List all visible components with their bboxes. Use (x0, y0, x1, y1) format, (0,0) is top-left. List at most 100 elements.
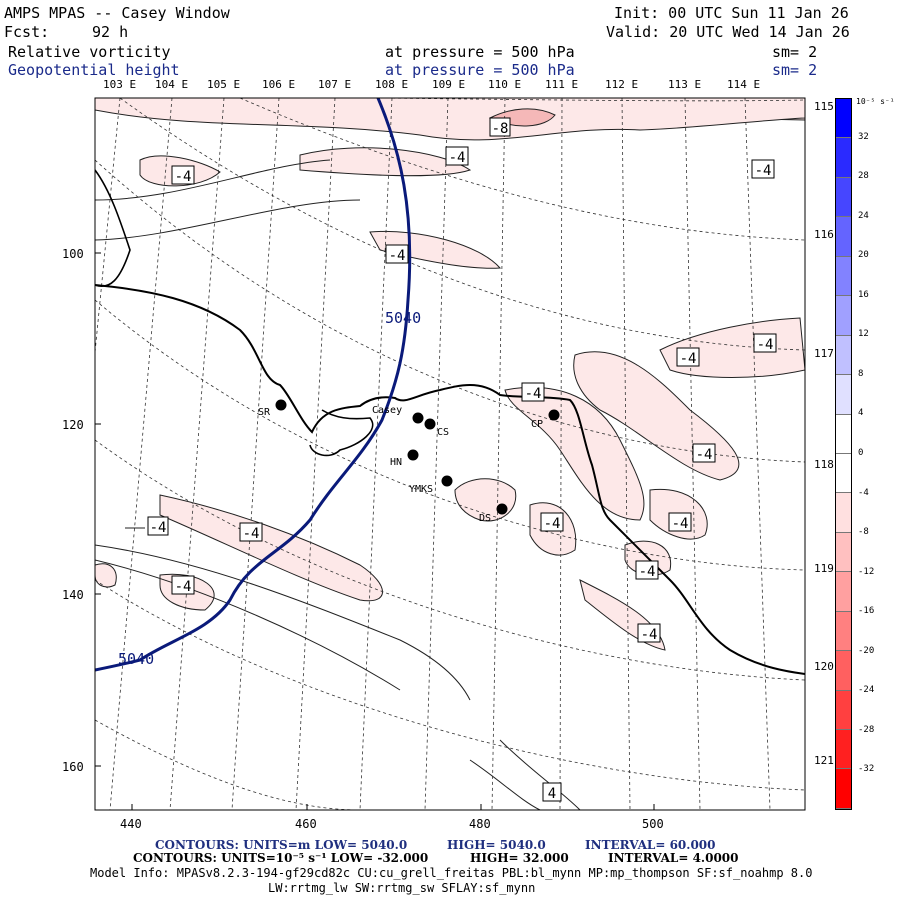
model-info: Model Info: MPASv8.2.3-194-gf29cd82c CU:… (90, 866, 813, 880)
lon-label: 113 E (668, 78, 702, 91)
x-tick-label: 440 (120, 817, 142, 831)
field1-level: at pressure = 500 hPa (385, 43, 575, 61)
colorbar-tick-label: 4 (858, 408, 864, 419)
vorticity-label: -4 (755, 163, 772, 179)
station-marker-hn (407, 449, 419, 461)
height-contour-high: HIGH= 5040.0 (447, 838, 546, 852)
lon-label: 111 E (545, 78, 579, 91)
vorticity-shading (95, 98, 805, 651)
colorbar-tick-label: -12 (858, 566, 875, 577)
colorbar-tick-label: 16 (858, 289, 869, 300)
vorticity-label: 4 (548, 786, 556, 802)
colorbar-swatch (836, 690, 851, 730)
vorticity-label: -4 (150, 520, 167, 536)
lon-label: 112 E (605, 78, 639, 91)
station-marker-ds (496, 503, 508, 515)
x-tick-label: 480 (469, 817, 491, 831)
colorbar-swatch (836, 296, 851, 336)
colorbar-swatch (836, 99, 851, 139)
vorticity-contour-interval: INTERVAL= 4.0000 (608, 851, 739, 865)
vorticity-contours (95, 159, 581, 810)
colorbar-tick-label: -4 (858, 487, 869, 498)
y-tick-label: 140 (62, 588, 84, 602)
colorbar-tick-label: 12 (858, 329, 869, 340)
vorticity-label: -4 (175, 579, 192, 595)
y-tick-label: 120 (62, 418, 84, 432)
colorbar-tick-label: -16 (858, 606, 875, 617)
station-marker-cs (424, 418, 436, 430)
vorticity-label: -8 (492, 121, 509, 137)
lon-label: 103 E (103, 78, 137, 91)
colorbar-tick-label: -28 (858, 724, 875, 735)
plot-title: AMPS MPAS -- Casey Window (4, 4, 230, 22)
station-marker-casey (412, 412, 424, 424)
colorbar-swatch (836, 611, 851, 652)
vorticity-label: -4 (525, 386, 542, 402)
station-label-cp: CP (531, 419, 543, 430)
colorbar-swatch (836, 532, 851, 573)
field2-level: at pressure = 500 hPa (385, 61, 575, 79)
height-contour-label: 5040 (385, 309, 421, 327)
colorbar-swatch (836, 769, 851, 809)
height-contour-interval: INTERVAL= 60.000 (585, 838, 716, 852)
colorbar-tick-label: -24 (858, 685, 875, 696)
station-label-ymks: YMKS (409, 484, 433, 495)
height-contour-info: CONTOURS: UNITS=m LOW= 5040.0 (155, 838, 408, 852)
colorbar-tick-label: -20 (858, 645, 875, 656)
colorbar-tick-label: -32 (858, 764, 875, 775)
vorticity-label: -4 (544, 516, 561, 532)
station-label-hn: HN (390, 457, 402, 468)
colorbar-swatch (836, 256, 851, 297)
vorticity-label: -4 (757, 337, 774, 353)
vorticity-label: -4 (449, 150, 466, 166)
lon-label: 109 E (432, 78, 466, 91)
vorticity-label: -4 (639, 564, 656, 580)
y-tick-label: 160 (62, 760, 84, 774)
colorbar-tick-label: 8 (858, 368, 864, 379)
vorticity-label: -4 (175, 169, 192, 185)
colorbar-swatch (836, 217, 851, 257)
field1-name: Relative vorticity (8, 43, 171, 61)
colorbar-tick-label: -8 (858, 527, 869, 538)
x-tick-label: 500 (642, 817, 664, 831)
colorbar-swatch (836, 335, 851, 376)
lon-label: 105 E (207, 78, 241, 91)
station-label-casey: Casey (372, 405, 402, 416)
vorticity-label: -4 (243, 526, 260, 542)
colorbar-swatch (836, 493, 851, 533)
colorbar-swatch (836, 138, 851, 178)
station-marker-cp (548, 409, 560, 421)
ice-edge (95, 169, 374, 457)
colorbar-swatch (836, 177, 851, 218)
height-contour-label: 5040 (118, 650, 154, 668)
model-info-physics: LW:rrtmg_lw SW:rrtmg_sw SFLAY:sf_mynn (268, 881, 536, 895)
lon-label: 110 E (488, 78, 522, 91)
station-label-sr: SR (258, 407, 271, 418)
vorticity-label: -4 (641, 627, 658, 643)
valid-time: Valid: 20 UTC Wed 14 Jan 26 (606, 23, 850, 41)
station-marker-ymks (441, 475, 453, 487)
station-label-cs: CS (437, 427, 449, 438)
field1-smoothing: sm= 2 (772, 43, 818, 61)
field2-name: Geopotential height (8, 61, 180, 79)
lon-label: 108 E (375, 78, 409, 91)
y-tick-label: 100 (62, 247, 84, 261)
colorbar-swatch (836, 730, 851, 770)
vorticity-label-boxes (147, 117, 777, 802)
colorbar-unit: 10⁻⁵ s⁻¹ (856, 97, 895, 106)
vorticity-label: -4 (680, 351, 697, 367)
forecast-hour: 92 h (92, 23, 129, 41)
vorticity-label: -4 (696, 447, 713, 463)
init-time: Init: 00 UTC Sun 11 Jan 26 (614, 4, 849, 22)
colorbar-tick-label: 0 (858, 448, 864, 458)
colorbar (835, 98, 852, 810)
x-tick-label: 460 (295, 817, 317, 831)
colorbar-swatch (836, 375, 851, 415)
colorbar-tick-label: 32 (858, 131, 869, 142)
lon-label: 104 E (155, 78, 189, 91)
station-marker-sr (275, 399, 287, 411)
coastline (95, 284, 805, 675)
colorbar-tick-label: 24 (858, 210, 869, 221)
vorticity-contour-info: CONTOURS: UNITS=10⁻⁵ s⁻¹ LOW= -32.000 (133, 851, 429, 865)
